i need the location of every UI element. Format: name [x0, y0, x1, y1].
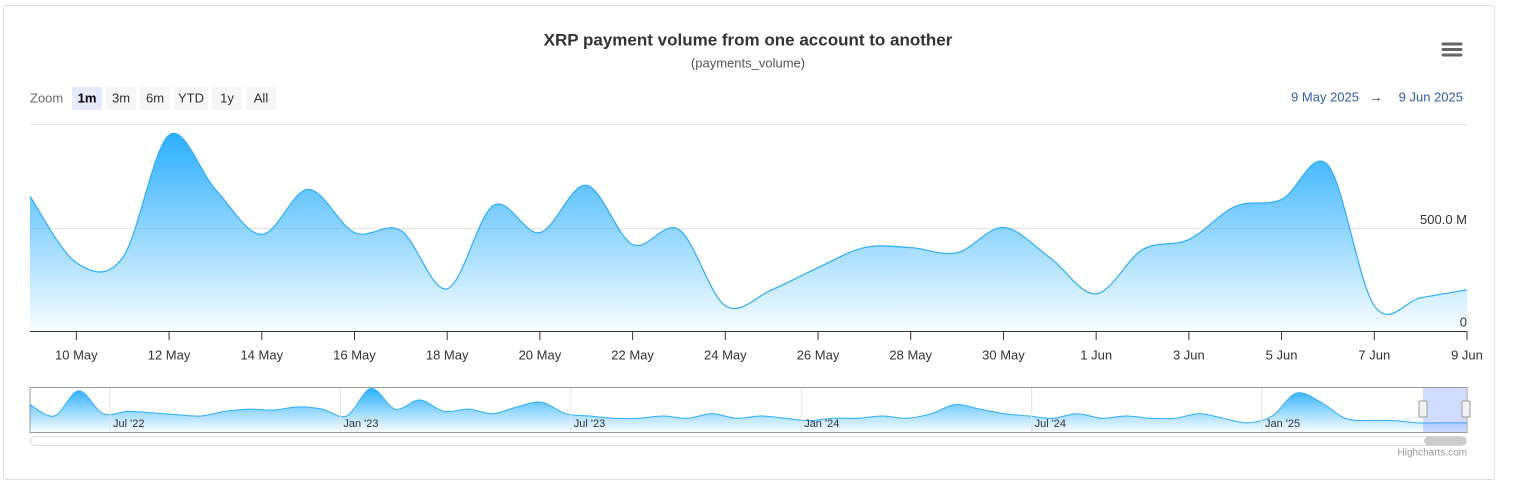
scrollbar-track [30, 436, 1467, 446]
range-from[interactable]: 9 May 2025 [1291, 89, 1359, 104]
x-tick-label: 9 Jun [1451, 347, 1483, 362]
zoom-button-label[interactable]: YTD [178, 90, 204, 105]
x-tick-label: 5 Jun [1266, 347, 1298, 362]
x-tick-label: 26 May [797, 347, 840, 362]
zoom-button-label[interactable]: 1y [220, 90, 234, 105]
area-fill [30, 133, 1467, 331]
zoom-button[interactable] [106, 87, 136, 110]
navigator-handle[interactable] [1418, 400, 1428, 418]
x-tick-label: 22 May [611, 347, 654, 362]
area-line [29, 132, 1468, 315]
navigator-mask [1423, 388, 1466, 432]
x-tick-label: 10 May [55, 347, 98, 362]
x-tick-label: 18 May [426, 347, 469, 362]
zoom-button-label[interactable]: 3m [112, 90, 130, 105]
range-arrow: → [1370, 89, 1383, 104]
zoom-button[interactable] [212, 87, 242, 110]
y-tick-label: 500.0 M [1420, 212, 1467, 227]
navigator-label: Jan '24 [804, 418, 839, 430]
x-tick-label: 24 May [704, 347, 747, 362]
zoom-button-label[interactable]: All [254, 90, 269, 105]
zoom-button[interactable] [140, 87, 170, 110]
navigator-label: Jan '23 [343, 418, 378, 430]
zoom-button-label[interactable]: 6m [146, 90, 164, 105]
navigator-label: Jul '24 [1035, 418, 1066, 430]
zoom-label: Zoom [30, 90, 63, 105]
menu-button[interactable] [1440, 38, 1464, 60]
navigator-line [29, 388, 1467, 424]
credits[interactable]: Highcharts.com [1398, 448, 1467, 459]
navigator-handle[interactable] [1461, 400, 1471, 418]
zoom-button[interactable] [72, 87, 102, 110]
x-tick-label: 30 May [982, 347, 1025, 362]
x-tick-label: 3 Jun [1173, 347, 1205, 362]
x-tick-label: 12 May [148, 347, 191, 362]
scrollbar-thumb[interactable] [1424, 436, 1466, 446]
x-tick-label: 1 Jun [1080, 347, 1112, 362]
zoom-button-label[interactable]: 1m [78, 90, 97, 105]
zoom-button[interactable] [174, 87, 208, 110]
x-tick-label: 16 May [333, 347, 376, 362]
chart-subtitle: (payments_volume) [691, 55, 805, 70]
x-tick-label: 20 May [519, 347, 562, 362]
navigator-label: Jul '23 [574, 418, 605, 430]
range-to[interactable]: 9 Jun 2025 [1399, 89, 1463, 104]
navigator-area [30, 388, 1467, 432]
navigator-label: Jan '25 [1265, 418, 1300, 430]
x-tick-label: 7 Jun [1358, 347, 1390, 362]
x-tick-label: 14 May [240, 347, 283, 362]
x-tick-label: 28 May [889, 347, 932, 362]
navigator-label: Jul '22 [113, 418, 144, 430]
zoom-button[interactable] [246, 87, 276, 110]
chart-title: XRP payment volume from one account to a… [544, 30, 953, 49]
